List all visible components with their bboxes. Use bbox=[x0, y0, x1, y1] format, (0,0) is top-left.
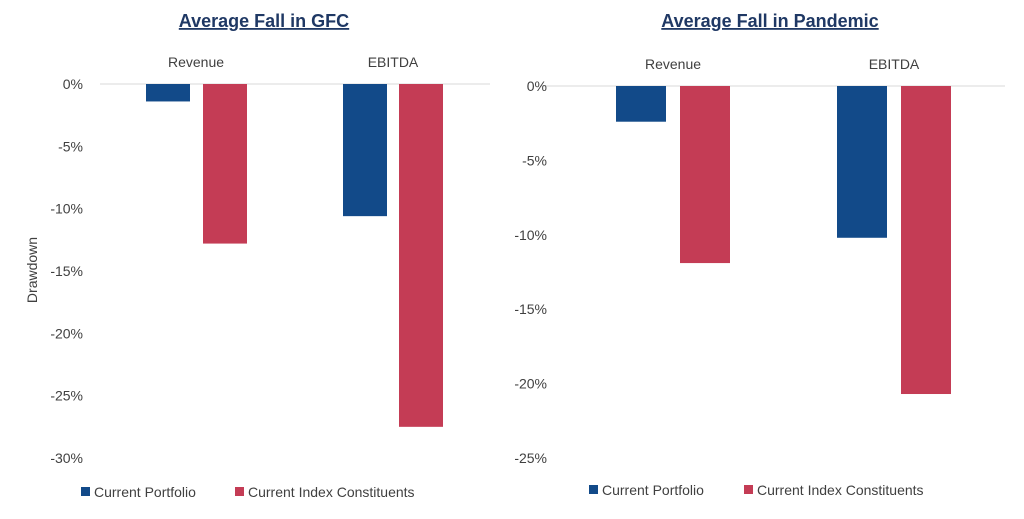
chart-gfc-svg: Average Fall in GFC Drawdown 0% -5% -10% -1… bbox=[24, 11, 490, 500]
legend-label: Current Portfolio bbox=[94, 484, 196, 500]
y-tick-label: -20% bbox=[514, 376, 547, 392]
chart-title: Average Fall in Pandemic bbox=[661, 11, 878, 31]
chart-pandemic-svg: Average Fall in Pandemic 0% -5% -10% -15% -2… bbox=[514, 11, 1005, 498]
legend-swatch bbox=[589, 485, 598, 494]
y-axis-label: Drawdown bbox=[24, 237, 40, 303]
category-label: Revenue bbox=[168, 54, 224, 70]
chart-pandemic: Average Fall in Pandemic 0% -5% -10% -15% -2… bbox=[500, 0, 1024, 519]
category-label: EBITDA bbox=[368, 54, 419, 70]
legend-swatch bbox=[81, 487, 90, 496]
y-tick-label: -15% bbox=[514, 301, 547, 317]
legend-swatch bbox=[235, 487, 244, 496]
legend-label: Current Portfolio bbox=[602, 482, 704, 498]
bar-current-portfolio bbox=[616, 86, 666, 122]
chart-gfc: Average Fall in GFC Drawdown 0% -5% -10% -1… bbox=[0, 0, 500, 519]
chart-title: Average Fall in GFC bbox=[179, 11, 349, 31]
legend-label: Current Index Constituents bbox=[757, 482, 924, 498]
y-tick-label: -20% bbox=[50, 325, 83, 341]
y-tick-label: -10% bbox=[50, 201, 83, 217]
y-tick-label: -25% bbox=[514, 450, 547, 466]
legend-label: Current Index Constituents bbox=[248, 484, 415, 500]
y-tick-label: -5% bbox=[522, 152, 547, 168]
y-tick-label: -25% bbox=[50, 388, 83, 404]
y-tick-label: 0% bbox=[527, 78, 547, 94]
legend-swatch bbox=[744, 485, 753, 494]
y-tick-label: 0% bbox=[63, 76, 83, 92]
y-tick-label: -10% bbox=[514, 227, 547, 243]
bar-current-index-constituents bbox=[680, 86, 730, 264]
bar-current-index-constituents bbox=[399, 84, 443, 427]
category-label: EBITDA bbox=[869, 56, 920, 72]
bar-current-portfolio bbox=[146, 84, 190, 102]
bar-current-index-constituents bbox=[203, 84, 247, 244]
bar-current-portfolio bbox=[837, 86, 887, 238]
bar-current-portfolio bbox=[343, 84, 387, 217]
y-tick-label: -15% bbox=[50, 263, 83, 279]
category-label: Revenue bbox=[645, 56, 701, 72]
y-tick-label: -30% bbox=[50, 450, 83, 466]
y-tick-label: -5% bbox=[58, 138, 83, 154]
bar-current-index-constituents bbox=[901, 86, 951, 395]
